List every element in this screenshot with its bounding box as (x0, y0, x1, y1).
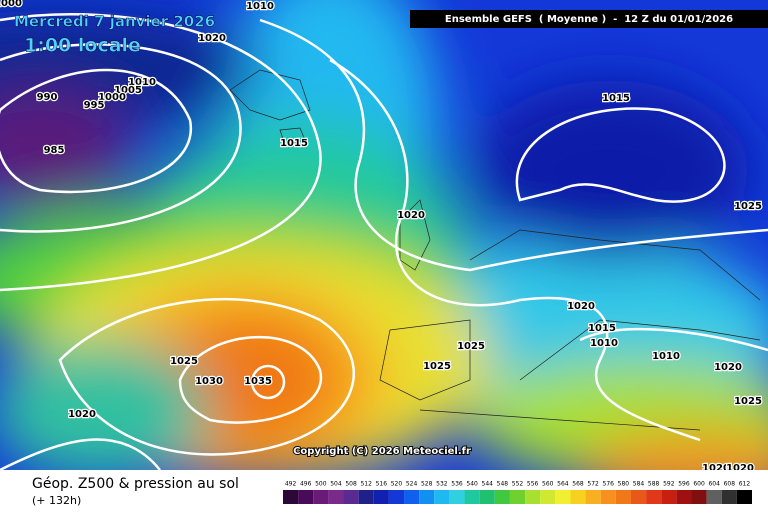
isobar-label: 1030 (195, 376, 223, 387)
isobar-label: 1020 (567, 301, 595, 312)
scale-label: 604 (708, 481, 720, 488)
scale-label: 528 (421, 481, 433, 488)
scale-swatch (358, 490, 374, 504)
isobar-label: 1035 (244, 376, 272, 387)
isobar-label: 1010 (128, 77, 156, 88)
scale-swatch (494, 490, 510, 504)
scale-label: 508 (345, 481, 357, 488)
isobar-label: 1015 (280, 138, 308, 149)
isobar-label: 1025 (457, 341, 485, 352)
scale-label: 536 (451, 481, 463, 488)
scale-swatch (661, 490, 677, 504)
scale-swatch (479, 490, 495, 504)
scale-label: 600 (693, 481, 705, 488)
date: Mercredi 7 janvier 2026 (14, 13, 215, 31)
isobar-label: 1010 (246, 1, 274, 12)
scale-swatch (585, 490, 601, 504)
scale-swatch (298, 490, 314, 504)
scale-label: 496 (300, 481, 312, 488)
isobar-label: 1000 (0, 0, 22, 9)
scale-swatch (721, 490, 737, 504)
isobar-label: 995 (84, 100, 105, 111)
scale-swatch (509, 490, 526, 504)
isobar-label: 1005 (114, 85, 142, 96)
scale-swatch (600, 490, 616, 504)
scale-swatch (540, 490, 556, 504)
scale-swatch (404, 490, 420, 504)
scale-swatch (313, 490, 329, 504)
scale-label: 580 (618, 481, 630, 488)
scale-label: 500 (315, 481, 327, 488)
scale-swatch (525, 490, 541, 504)
isobar-label: 1020 (397, 210, 425, 221)
isobar-label: 1020 (714, 362, 742, 373)
model-title: Ensemble GEFS ( Moyenne ) - 12 Z du 01/0… (445, 14, 733, 25)
scale-swatch (570, 490, 586, 504)
isobar-label: 1020 (68, 409, 96, 420)
scale-swatch (615, 490, 631, 504)
scale-label: 520 (391, 481, 403, 488)
lead-time: (+ 132h) (32, 494, 81, 507)
scale-label: 584 (633, 481, 645, 488)
scale-label: 596 (678, 481, 690, 488)
isobar-label: 1000 (98, 92, 126, 103)
field-title: Géop. Z500 & pression au sol (32, 476, 239, 492)
scale-label: 564 (557, 481, 569, 488)
scale-swatch (706, 490, 722, 504)
scale-swatch (343, 490, 359, 504)
isobar-label: 1015 (602, 93, 630, 104)
isobar-label: 1025 (734, 201, 762, 212)
scale-swatch (555, 490, 571, 504)
scale-label: 516 (376, 481, 388, 488)
scale-swatch (646, 490, 662, 504)
scale-label: 560 (542, 481, 554, 488)
scale-swatch (449, 490, 465, 504)
scale-swatch (283, 490, 299, 504)
scale-label: 588 (648, 481, 660, 488)
scale-swatch (434, 490, 450, 504)
scale-label: 548 (497, 481, 509, 488)
scale-label: 512 (360, 481, 372, 488)
isobar-label: 1025 (170, 356, 198, 367)
scale-swatch (676, 490, 692, 504)
isobar-label: 1015 (588, 323, 616, 334)
scale-label: 556 (527, 481, 539, 488)
scale-label: 544 (482, 481, 494, 488)
isobar-label: 1010 (652, 351, 680, 362)
scale-swatch (464, 490, 480, 504)
scale-label: 492 (285, 481, 297, 488)
scale-label: 552 (512, 481, 524, 488)
color-scale: 492 496 500 504 508 512 516 520 524 528 532 536 540 5… (283, 481, 752, 504)
scale-label: 592 (663, 481, 675, 488)
scale-label: 576 (603, 481, 615, 488)
scale-label: 612 (739, 481, 751, 488)
isobar-label: 990 (37, 92, 58, 103)
title-box (410, 10, 768, 28)
isobar-label: 985 (44, 145, 65, 156)
scale-swatch (691, 490, 707, 504)
scale-label: 540 (466, 481, 478, 488)
isobar-label: 1020 (198, 33, 226, 44)
scale-label: 532 (436, 481, 448, 488)
copyright: Copyright (C) 2026 Meteociel.fr (293, 446, 471, 457)
scale-label: 568 (572, 481, 584, 488)
isobar-label: 1025 (423, 361, 451, 372)
scale-swatch (328, 490, 344, 504)
isobar-label: 1025 (734, 396, 762, 407)
scale-label: 608 (724, 481, 736, 488)
scale-swatch (388, 490, 405, 504)
scale-swatch (630, 490, 647, 504)
isobar-label: 1010 (590, 338, 618, 349)
scale-swatch (373, 490, 389, 504)
scale-label: 572 (587, 481, 599, 488)
scale-label: 504 (330, 481, 342, 488)
local-time: 1:00 locale (24, 35, 141, 57)
scale-swatch (736, 490, 752, 504)
scale-label: 524 (406, 481, 418, 488)
scale-swatch (419, 490, 435, 504)
